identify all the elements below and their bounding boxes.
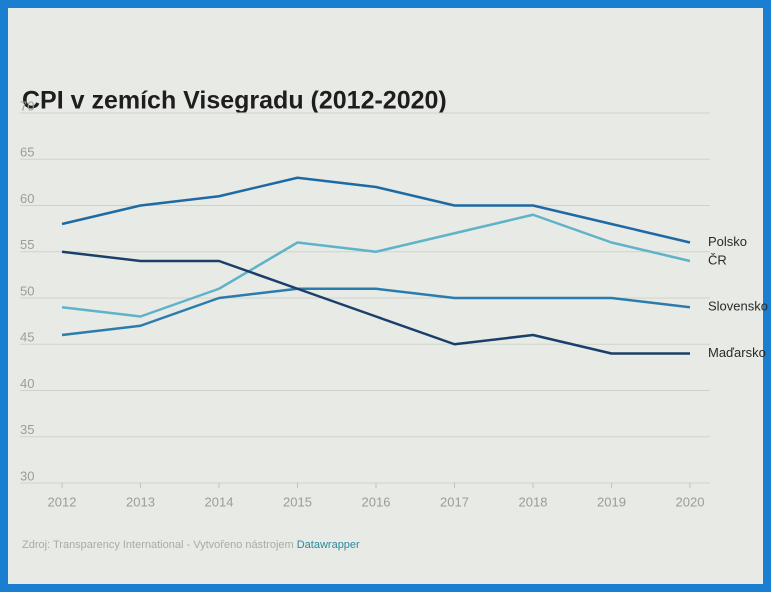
- x-tick-label: 2019: [597, 494, 626, 509]
- series-line: [61, 250, 690, 355]
- y-tick-label: 40: [20, 376, 34, 391]
- x-tick-label: 2012: [48, 494, 77, 509]
- series-label: Maďarsko: [708, 345, 766, 360]
- background: [8, 8, 763, 584]
- y-tick-label: 45: [20, 330, 34, 345]
- x-tick-label: 2014: [205, 494, 234, 509]
- y-tick-label: 65: [20, 145, 34, 160]
- series-line: [61, 213, 691, 318]
- x-tick-label: 2015: [283, 494, 312, 509]
- y-tick-label: 50: [20, 283, 34, 298]
- x-tick-label: 2018: [519, 494, 548, 509]
- y-tick-label: 55: [20, 237, 34, 252]
- y-tick-label: 70: [20, 98, 34, 113]
- series-label: Slovensko: [708, 299, 768, 314]
- x-tick-label: 2013: [126, 494, 155, 509]
- x-tick-label: 2020: [676, 494, 705, 509]
- y-tick-label: 30: [20, 468, 34, 483]
- y-tick-label: 60: [20, 191, 34, 206]
- source-text: Zdroj: Transparency International - Vytv…: [22, 539, 294, 551]
- series-label: Polsko: [708, 234, 747, 249]
- chart-title: CPI v zemích Visegradu (2012-2020): [22, 87, 447, 115]
- series-label: ČR: [708, 252, 727, 267]
- y-tick-label: 35: [20, 422, 34, 437]
- source-link[interactable]: Datawrapper: [297, 539, 360, 551]
- series-line: [61, 287, 691, 337]
- series-line: [61, 176, 691, 244]
- x-tick-label: 2016: [362, 494, 391, 509]
- x-tick-label: 2017: [440, 494, 469, 509]
- source: Zdroj: Transparency International - Vytv…: [22, 539, 360, 551]
